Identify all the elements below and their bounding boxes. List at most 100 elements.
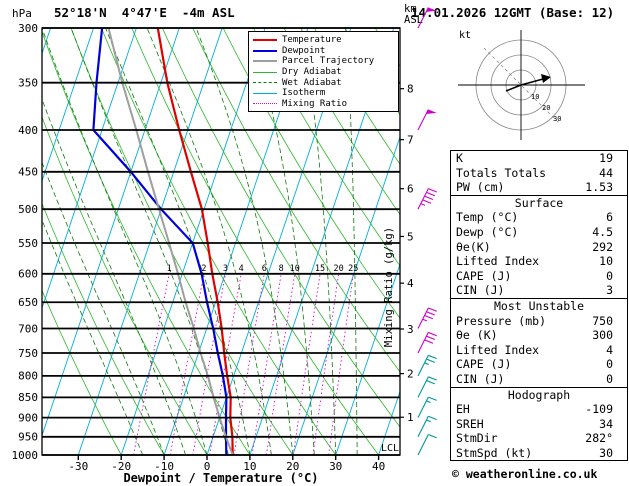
km-tick-label: 2 xyxy=(407,368,414,381)
pressure-tick-label: 900 xyxy=(18,411,38,424)
km-tick-label: 1 xyxy=(407,411,414,424)
km-tick-label: 8 xyxy=(407,83,414,96)
stat-label: CAPE (J) xyxy=(456,268,512,283)
temperature-axis: -30 -20 -10 0 10 20 30 40 xyxy=(68,455,385,473)
hodograph-unit-label: kt xyxy=(459,30,471,41)
stat-row: CAPE (J) 0 xyxy=(451,357,627,372)
pressure-tick-label: 750 xyxy=(18,347,38,360)
stat-row: CIN (J) 3 xyxy=(451,283,627,298)
temp-tick-label: -30 xyxy=(68,460,88,473)
stat-row: Totals Totals 44 xyxy=(451,166,627,181)
altitude-axis: 1 2 3 4 5 6 7 8 xyxy=(400,83,414,424)
stat-row: EH -109 xyxy=(451,402,627,417)
km-tick-label: 5 xyxy=(407,230,414,243)
pressure-axis-unit-label: hPa xyxy=(12,7,32,20)
legend-swatch xyxy=(253,103,277,105)
stats-box-indices: K 19 Totals Totals 44 PW (cm) 1.53 xyxy=(450,150,628,196)
stat-label: CAPE (J) xyxy=(456,357,512,372)
stats-box-title: Hodograph xyxy=(507,387,571,402)
stat-value: 6 xyxy=(606,210,613,225)
stat-value: 0 xyxy=(606,268,613,283)
legend-swatch xyxy=(253,71,277,73)
legend-item-temperature: Temperature xyxy=(253,35,394,46)
svg-text:15: 15 xyxy=(315,264,325,274)
stat-label: θe (K) xyxy=(456,328,498,343)
stat-label: CIN (J) xyxy=(456,283,505,298)
stat-row: Dewp (°C) 4.5 xyxy=(451,225,627,240)
svg-text:25: 25 xyxy=(348,264,358,274)
stat-label: Lifted Index xyxy=(456,254,540,269)
stats-box-most-unstable: Most Unstable Pressure (mb) 750 θe (K) 300 Li… xyxy=(450,297,628,388)
stat-label: K xyxy=(456,151,463,165)
legend-item-mixing-ratio: Mixing Ratio xyxy=(253,99,394,110)
svg-text:2: 2 xyxy=(201,264,206,274)
stat-label: CIN (J) xyxy=(456,371,505,386)
legend-swatch xyxy=(253,39,277,42)
legend-swatch xyxy=(253,49,277,52)
legend-swatch xyxy=(253,82,277,84)
legend-label: Wet Adiabat xyxy=(282,77,342,88)
stat-label: PW (cm) xyxy=(456,180,505,195)
stat-value: 19 xyxy=(599,151,613,165)
stat-label: EH xyxy=(456,402,470,417)
km-tick-label: 4 xyxy=(407,277,414,290)
stat-row: CIN (J) 0 xyxy=(451,372,627,387)
pressure-tick-label: 700 xyxy=(18,322,38,335)
stat-row: SREH 34 xyxy=(451,417,627,432)
pressure-tick-label: 950 xyxy=(18,431,38,444)
legend-swatch xyxy=(253,92,277,94)
km-tick-label: 3 xyxy=(407,323,414,336)
pressure-tick-label: 450 xyxy=(18,166,38,179)
mixing-ratio-lines xyxy=(133,273,354,455)
wind-barbs xyxy=(417,7,437,456)
temp-tick-label: -10 xyxy=(154,460,174,473)
stat-label: Dewp (°C) xyxy=(456,224,519,239)
legend-label: Parcel Trajectory xyxy=(282,56,375,67)
stat-label: Temp (°C) xyxy=(456,210,519,225)
watermark: © weatheronline.co.uk xyxy=(452,467,598,481)
stat-row: StmDir 282° xyxy=(451,431,627,446)
svg-text:20: 20 xyxy=(333,264,343,274)
stat-value: 292 xyxy=(592,239,613,254)
temp-tick-label: 20 xyxy=(286,460,299,473)
legend-label: Dry Adiabat xyxy=(282,67,342,78)
svg-text:30: 30 xyxy=(553,115,561,123)
legend-item-parcel-trajectory: Parcel Trajectory xyxy=(253,56,394,67)
pressure-tick-label: 650 xyxy=(18,296,38,309)
stats-panel: K 19 Totals Totals 44 PW (cm) 1.53 Surface Temp… xyxy=(450,150,628,462)
svg-text:1: 1 xyxy=(167,264,172,274)
svg-text:3: 3 xyxy=(223,264,228,274)
pressure-tick-label: 600 xyxy=(18,268,38,281)
stats-box-title: Surface xyxy=(514,195,564,210)
stats-box-hodograph: Hodograph EH -109 SREH 34 StmDir 282° StmSpd (k… xyxy=(450,386,628,462)
stat-row: Lifted Index 10 xyxy=(451,254,627,269)
stat-row: StmSpd (kt) 30 xyxy=(451,446,627,461)
stats-box-surface: Surface Temp (°C) 6 Dewp (°C) 4.5 θe(K) 292 Lif… xyxy=(450,194,628,299)
legend-label: Isotherm xyxy=(282,88,326,99)
km-tick-label: 6 xyxy=(407,183,414,196)
km-tick-label: 7 xyxy=(407,134,414,147)
temp-tick-label: 10 xyxy=(243,460,256,473)
mixing-ratio-axis-label: Mixing Ratio (g/kg) xyxy=(383,227,395,347)
legend-label: Mixing Ratio xyxy=(282,98,348,109)
temp-tick-label: 40 xyxy=(372,460,385,473)
pressure-tick-label: 850 xyxy=(18,391,38,404)
hodograph-arrow xyxy=(541,74,551,83)
stat-value: 0 xyxy=(606,357,613,372)
svg-text:10: 10 xyxy=(531,93,539,101)
stat-row: K 19 xyxy=(451,151,627,166)
stat-value: 34 xyxy=(599,416,613,431)
stat-value: 4 xyxy=(606,342,613,357)
altitude-axis-unit-label: km ASL xyxy=(404,4,423,26)
pressure-tick-label: 300 xyxy=(18,22,38,35)
stat-label: θe(K) xyxy=(456,239,491,254)
legend-item-dry-adiabat: Dry Adiabat xyxy=(253,67,394,78)
stat-row: Temp (°C) 6 xyxy=(451,210,627,225)
temp-tick-label: 0 xyxy=(204,460,211,473)
svg-text:20: 20 xyxy=(542,104,550,112)
pressure-tick-label: 550 xyxy=(18,237,38,250)
temp-tick-label: 30 xyxy=(329,460,342,473)
